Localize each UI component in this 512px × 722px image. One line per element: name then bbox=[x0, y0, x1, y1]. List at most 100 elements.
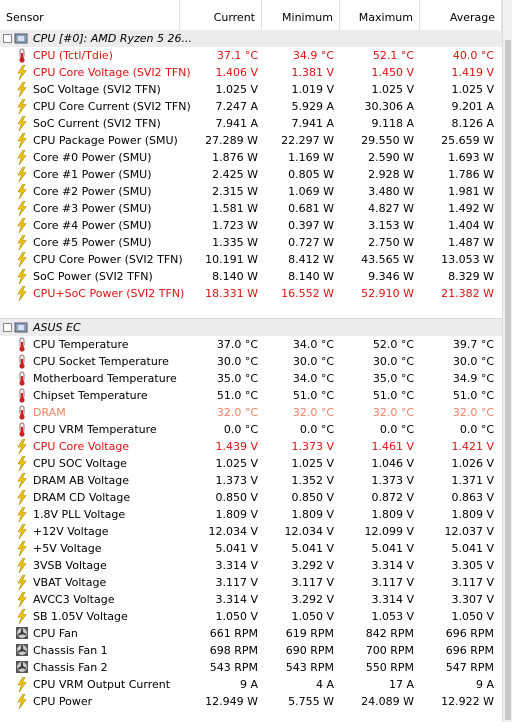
sensor-name: 3VSB Voltage bbox=[33, 559, 107, 572]
sensor-value: 37.0 °C bbox=[216, 338, 258, 351]
sensor-value: 1.487 W bbox=[448, 236, 494, 249]
sensor-row[interactable]: 1.8V PLL Voltage 1.809 V 1.809 V 1.809 V 1.8… bbox=[0, 506, 502, 523]
sensor-name: CPU Core Current (SVI2 TFN) bbox=[33, 100, 191, 113]
sensor-row[interactable]: DRAM CD Voltage 0.850 V 0.850 V 0.872 V 0.86… bbox=[0, 489, 502, 506]
sensor-name: Chipset Temperature bbox=[33, 389, 148, 402]
sensor-row[interactable]: Motherboard Temperature 35.0 °C 34.0 °C 35.… bbox=[0, 370, 502, 387]
collapse-box[interactable] bbox=[3, 323, 12, 332]
sensor-row[interactable]: SB 1.05V Voltage 1.050 V 1.050 V 1.053 V 1.0… bbox=[0, 608, 502, 625]
sensor-row[interactable]: SoC Current (SVI2 TFN) 7.941 A 7.941 A 9.11… bbox=[0, 115, 502, 132]
sensor-row[interactable]: Core #3 Power (SMU) 1.581 W 0.681 W 4.827 W… bbox=[0, 200, 502, 217]
sensor-value: 1.352 V bbox=[291, 474, 334, 487]
sensor-row[interactable]: CPU Core Current (SVI2 TFN) 7.247 A 5.929 … bbox=[0, 98, 502, 115]
sensor-row[interactable]: CPU Core Voltage 1.439 V 1.373 V 1.461 V 1.4… bbox=[0, 438, 502, 455]
sensor-value: 3.314 V bbox=[371, 593, 414, 606]
column-header[interactable]: Current bbox=[180, 0, 262, 30]
sensor-value: 12.922 W bbox=[441, 695, 494, 708]
sensor-row[interactable]: CPU SOC Voltage 1.025 V 1.025 V 1.046 V 1.02… bbox=[0, 455, 502, 472]
sensor-row[interactable]: VBAT Voltage 3.117 V 3.117 V 3.117 V 3.117 V bbox=[0, 574, 502, 591]
fan-icon bbox=[16, 644, 28, 656]
sensor-row[interactable]: Core #1 Power (SMU) 2.425 W 0.805 W 2.928 W… bbox=[0, 166, 502, 183]
fan-icon bbox=[16, 661, 28, 673]
sensor-row[interactable]: Chassis Fan 2 543 RPM 543 RPM 550 RPM 547 RP… bbox=[0, 659, 502, 676]
power-icon bbox=[17, 592, 27, 607]
power-icon bbox=[17, 99, 27, 114]
column-header[interactable]: Minimum bbox=[262, 0, 340, 30]
sensor-name: CPU Core Voltage bbox=[33, 440, 130, 453]
sensor-value: 12.037 V bbox=[444, 525, 494, 538]
sensor-row[interactable]: 3VSB Voltage 3.314 V 3.292 V 3.314 V 3.305 V bbox=[0, 557, 502, 574]
sensor-value: 1.335 W bbox=[212, 236, 258, 249]
sensor-name: SB 1.05V Voltage bbox=[33, 610, 128, 623]
sensor-value: 8.329 W bbox=[448, 270, 494, 283]
sensor-value: 1.069 W bbox=[288, 185, 334, 198]
sensor-value: 51.0 °C bbox=[292, 389, 334, 402]
sensor-value: 32.0 °C bbox=[452, 406, 494, 419]
column-header[interactable]: Maximum bbox=[340, 0, 420, 30]
sensor-row[interactable]: CPU VRM Temperature 0.0 °C 0.0 °C 0.0 °C 0.0… bbox=[0, 421, 502, 438]
sensor-row[interactable]: CPU Socket Temperature 30.0 °C 30.0 °C 30.0… bbox=[0, 353, 502, 370]
scroll-thumb[interactable] bbox=[505, 40, 511, 720]
sensor-value: 30.0 °C bbox=[372, 355, 414, 368]
sensor-value: 2.425 W bbox=[212, 168, 258, 181]
sensor-value: 2.590 W bbox=[368, 151, 414, 164]
sensor-row[interactable]: CPU Temperature 37.0 °C 34.0 °C 52.0 °C 39.7… bbox=[0, 336, 502, 353]
column-header[interactable]: Sensor bbox=[0, 0, 180, 30]
sensor-row[interactable]: +12V Voltage 12.034 V 12.034 V 12.099 V 12.0… bbox=[0, 523, 502, 540]
sensor-row[interactable]: CPU (Tctl/Tdie) 37.1 °C 34.9 °C 52.1 °C 40.0… bbox=[0, 47, 502, 64]
sensor-row[interactable]: CPU Core Power (SVI2 TFN) 10.191 W 8.412 W… bbox=[0, 251, 502, 268]
sensor-row[interactable]: SoC Power (SVI2 TFN) 8.140 W 8.140 W 9.346 … bbox=[0, 268, 502, 285]
sensor-row[interactable]: CPU Power 12.949 W 5.755 W 24.089 W 12.922 W bbox=[0, 693, 502, 710]
sensor-value: 1.050 V bbox=[451, 610, 494, 623]
collapse-box[interactable] bbox=[3, 34, 12, 43]
sensor-value: 3.117 V bbox=[371, 576, 414, 589]
group-gap bbox=[0, 302, 502, 319]
sensor-value: 30.306 A bbox=[364, 100, 414, 113]
sensor-value: 34.0 °C bbox=[292, 372, 334, 385]
column-header[interactable]: Average bbox=[420, 0, 502, 30]
sensor-value: 1.381 V bbox=[291, 66, 334, 79]
scrollbar[interactable] bbox=[502, 0, 512, 722]
sensor-value: 3.314 V bbox=[215, 559, 258, 572]
sensor-value: 9 A bbox=[475, 678, 494, 691]
group-title: ASUS EC bbox=[33, 321, 81, 334]
sensor-row[interactable]: Chipset Temperature 51.0 °C 51.0 °C 51.0 °C… bbox=[0, 387, 502, 404]
sensor-row[interactable]: DRAM 32.0 °C 32.0 °C 32.0 °C 32.0 °C bbox=[0, 404, 502, 421]
sensor-row[interactable]: CPU VRM Output Current 9 A 4 A 17 A 9 A bbox=[0, 676, 502, 693]
power-icon bbox=[17, 252, 27, 267]
sensor-value: 7.941 A bbox=[291, 117, 334, 130]
sensor-row[interactable]: CPU Fan 661 RPM 619 RPM 842 RPM 696 RPM bbox=[0, 625, 502, 642]
sensor-value: 5.041 V bbox=[371, 542, 414, 555]
group-header[interactable]: CPU [#0]: AMD Ryzen 5 26... bbox=[0, 30, 502, 47]
sensor-name: Chassis Fan 1 bbox=[33, 644, 108, 657]
sensor-value: 5.041 V bbox=[451, 542, 494, 555]
sensor-row[interactable]: CPU Package Power (SMU) 27.289 W 22.297 W 2… bbox=[0, 132, 502, 149]
sensor-row[interactable]: Core #4 Power (SMU) 1.723 W 0.397 W 3.153 W… bbox=[0, 217, 502, 234]
sensor-row[interactable]: CPU+SoC Power (SVI2 TFN) 18.331 W 16.552 W… bbox=[0, 285, 502, 302]
sensor-value: 1.981 W bbox=[448, 185, 494, 198]
temp-icon bbox=[19, 48, 25, 63]
sensor-value: 35.0 °C bbox=[216, 372, 258, 385]
sensor-row[interactable]: Core #5 Power (SMU) 1.335 W 0.727 W 2.750 W… bbox=[0, 234, 502, 251]
sensor-row[interactable]: SoC Voltage (SVI2 TFN) 1.025 V 1.019 V 1.02… bbox=[0, 81, 502, 98]
group-header[interactable]: ASUS EC bbox=[0, 319, 502, 336]
sensor-value: 0.850 V bbox=[215, 491, 258, 504]
sensor-row[interactable]: Chassis Fan 1 698 RPM 690 RPM 700 RPM 696 RP… bbox=[0, 642, 502, 659]
temp-icon bbox=[19, 354, 25, 369]
sensor-row[interactable]: +5V Voltage 5.041 V 5.041 V 5.041 V 5.041 V bbox=[0, 540, 502, 557]
sensor-row[interactable]: AVCC3 Voltage 3.314 V 3.292 V 3.314 V 3.307 … bbox=[0, 591, 502, 608]
sensor-row[interactable]: Core #0 Power (SMU) 1.876 W 1.169 W 2.590 W… bbox=[0, 149, 502, 166]
sensor-value: 34.9 °C bbox=[452, 372, 494, 385]
sensor-row[interactable]: DRAM AB Voltage 1.373 V 1.352 V 1.373 V 1.37… bbox=[0, 472, 502, 489]
sensor-value: 1.373 V bbox=[371, 474, 414, 487]
sensor-value: 1.786 W bbox=[448, 168, 494, 181]
sensor-row[interactable]: Core #2 Power (SMU) 2.315 W 1.069 W 3.480 W… bbox=[0, 183, 502, 200]
sensor-name: CPU VRM Output Current bbox=[33, 678, 171, 691]
sensor-row[interactable]: CPU Core Voltage (SVI2 TFN) 1.406 V 1.381 … bbox=[0, 64, 502, 81]
temp-icon bbox=[19, 422, 25, 437]
power-icon bbox=[17, 184, 27, 199]
sensor-name: SoC Voltage (SVI2 TFN) bbox=[33, 83, 161, 96]
sensor-value: 550 RPM bbox=[365, 661, 414, 674]
sensor-value: 9.346 W bbox=[368, 270, 414, 283]
